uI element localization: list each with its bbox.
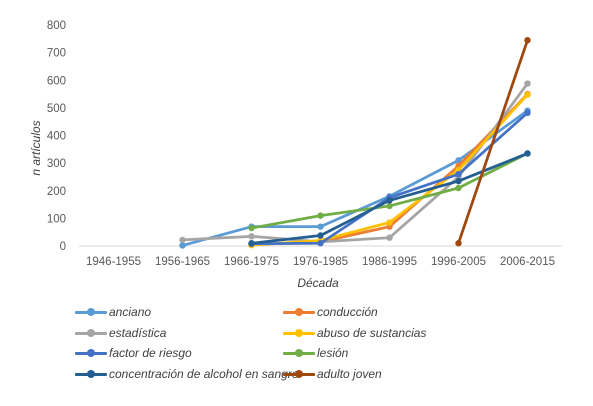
legend-label: anciano xyxy=(109,305,152,319)
legend-label: factor de riesgo xyxy=(109,346,192,360)
y-tick-label: 0 xyxy=(60,241,66,253)
legend-label: concentración de alcohol en sangre xyxy=(109,366,299,381)
legend-swatch xyxy=(283,328,315,338)
y-tick-label: 100 xyxy=(47,213,66,225)
data-point xyxy=(317,212,324,219)
series-layer xyxy=(179,36,531,249)
data-point xyxy=(524,36,531,44)
data-point xyxy=(317,223,324,230)
legend-item: abuso de sustancias xyxy=(283,324,426,342)
series-7 xyxy=(455,36,531,247)
data-point xyxy=(524,80,531,87)
x-tick-label: 1986-1995 xyxy=(362,256,417,268)
x-axis-ticks: 1946-1955 1956-1965 1966-1975 1976-1985 1986… xyxy=(86,256,555,268)
series-line xyxy=(457,38,529,245)
x-axis-title: Década xyxy=(297,276,339,290)
legend-item: lesión xyxy=(283,344,348,362)
legend-label: estadística xyxy=(109,325,167,340)
y-tick-label: 600 xyxy=(47,75,66,87)
data-point xyxy=(455,184,462,192)
data-point xyxy=(248,240,255,247)
legend-label: lesión xyxy=(317,346,349,360)
x-tick-label: 1956-1965 xyxy=(155,256,210,268)
legend-swatch xyxy=(75,348,107,358)
data-point xyxy=(179,236,186,244)
y-axis-title: n artículos xyxy=(29,120,43,175)
data-point xyxy=(248,233,255,240)
y-tick-label: 500 xyxy=(47,103,66,115)
y-tick-label: 400 xyxy=(47,131,66,143)
data-point xyxy=(524,109,531,117)
data-point xyxy=(317,232,324,239)
y-tick-label: 200 xyxy=(47,186,66,198)
y-tick-label: 700 xyxy=(47,48,66,60)
legend-item: concentración de alcohol en sangre xyxy=(75,365,298,383)
legend-label: adulto joven xyxy=(317,366,382,381)
x-tick-label: 1996-2005 xyxy=(431,256,486,268)
x-tick-label: 1946-1955 xyxy=(86,256,141,268)
data-point xyxy=(386,202,393,210)
data-point xyxy=(524,91,531,98)
data-point xyxy=(386,219,393,226)
legend-item: estadística xyxy=(75,324,166,342)
legend-swatch xyxy=(283,369,315,379)
data-point xyxy=(455,157,462,164)
data-point xyxy=(179,242,186,249)
legend-item: factor de riesgo xyxy=(75,344,192,362)
data-point xyxy=(386,197,393,204)
legend-swatch xyxy=(75,369,107,379)
legend-item: anciano xyxy=(75,303,151,321)
series-5 xyxy=(248,150,531,232)
legend-item: conducción xyxy=(283,303,378,321)
legend-item: adulto joven xyxy=(283,365,382,383)
data-point xyxy=(524,150,531,157)
x-tick-label: 2006-2015 xyxy=(500,256,555,268)
data-point xyxy=(386,234,393,241)
legend-label: abuso de sustancias xyxy=(317,325,427,340)
series-line xyxy=(181,82,529,244)
x-tick-label: 1966-1975 xyxy=(224,256,279,268)
legend-label: conducción xyxy=(317,305,378,319)
y-tick-label: 800 xyxy=(47,20,66,32)
y-axis-ticks: 0 100 200 300 400 500 600 700 800 xyxy=(47,20,66,253)
series-6 xyxy=(248,150,531,247)
x-tick-label: 1976-1985 xyxy=(293,256,348,268)
data-point xyxy=(455,177,462,185)
data-point xyxy=(455,170,462,178)
legend-swatch xyxy=(283,307,315,317)
y-tick-label: 300 xyxy=(47,158,66,170)
data-point xyxy=(455,240,462,247)
legend-swatch xyxy=(283,348,315,358)
legend-swatch xyxy=(75,307,107,317)
data-point xyxy=(317,240,324,247)
legend-swatch xyxy=(75,328,107,338)
data-point xyxy=(248,224,255,232)
